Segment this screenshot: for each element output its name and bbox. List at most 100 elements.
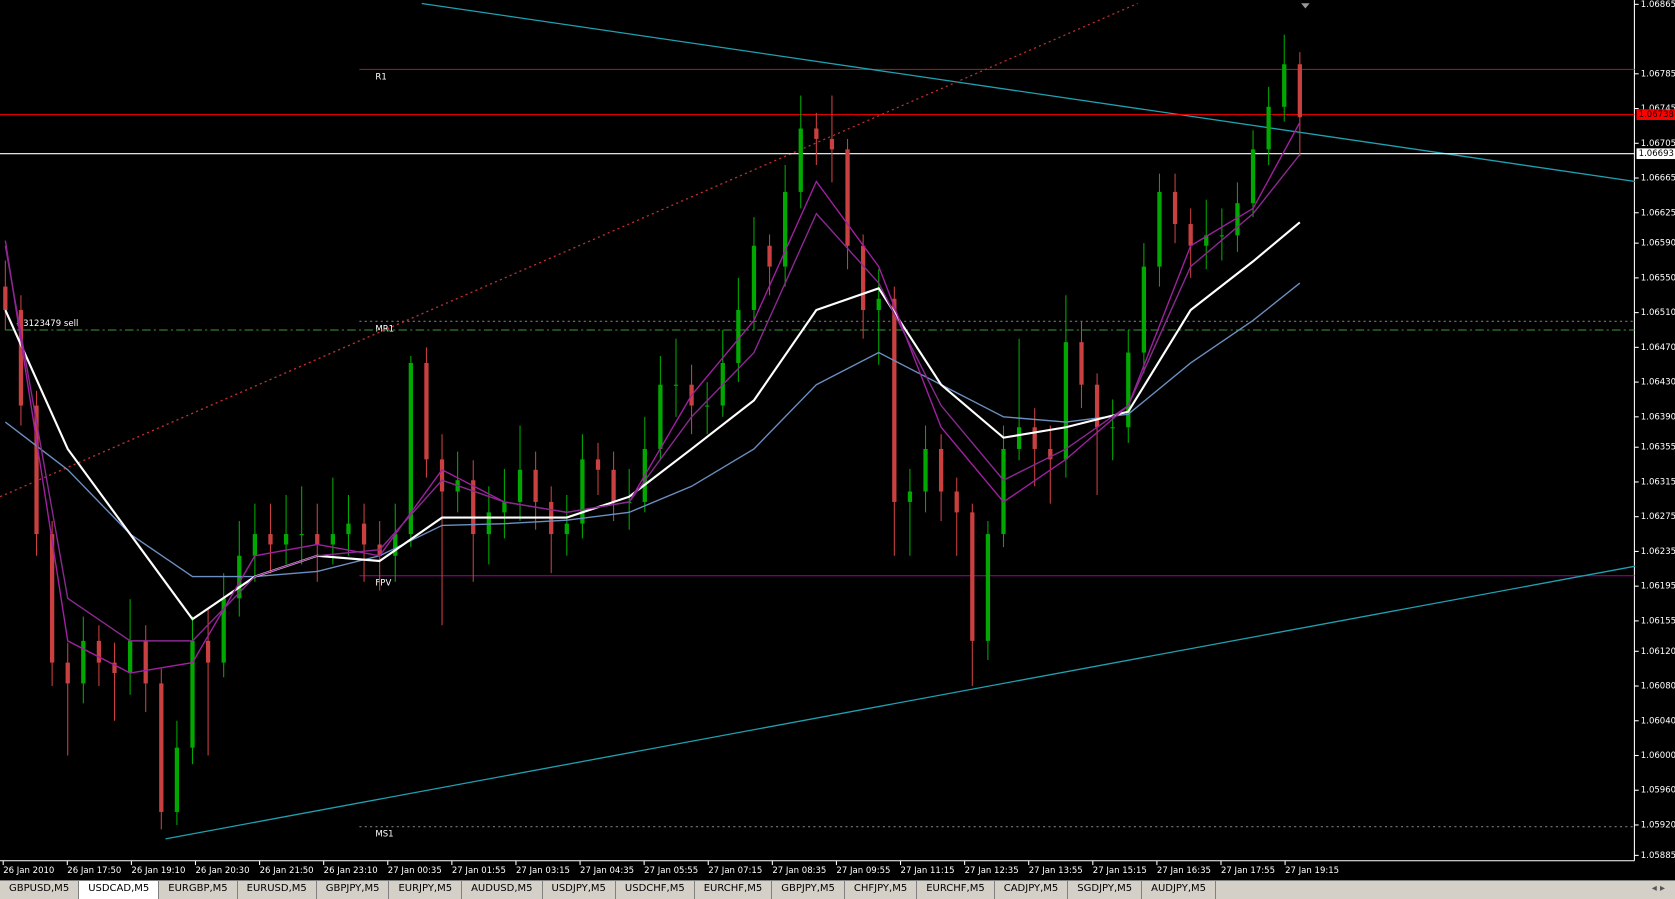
candle-body — [970, 512, 975, 641]
symbol-tab[interactable]: EURGBP,M5 — [159, 881, 238, 899]
x-tick-label: 27 Jan 15:15 — [1093, 866, 1147, 876]
x-tick-label: 26 Jan 21:50 — [260, 866, 314, 876]
x-tick-label: 27 Jan 07:15 — [708, 866, 762, 876]
symbol-tab[interactable]: GBPUSD,M5 — [0, 881, 80, 899]
level-label: FPV — [375, 579, 391, 589]
y-tick-label: 1.06235 — [1641, 547, 1675, 557]
y-tick-label: 1.06315 — [1641, 477, 1675, 487]
symbol-tab[interactable]: EURUSD,M5 — [237, 881, 317, 899]
symbol-tab[interactable]: CADJPY,M5 — [994, 881, 1069, 899]
y-tick-label: 1.06785 — [1641, 69, 1675, 79]
candle-body — [159, 683, 164, 812]
candle-body — [315, 534, 320, 545]
y-tick-label: 1.06430 — [1641, 378, 1675, 388]
y-tick-label: 1.06000 — [1641, 751, 1675, 761]
y-tick-label: 1.06040 — [1641, 716, 1675, 726]
price-box-label: 1.06693 — [1639, 149, 1674, 159]
trend-line — [165, 565, 1636, 840]
symbol-tab[interactable]: GBPJPY,M5 — [772, 881, 845, 899]
symbol-tab[interactable]: GBPJPY,M5 — [316, 881, 390, 899]
candle-body — [1282, 64, 1287, 107]
x-tick-label: 27 Jan 01:55 — [452, 866, 506, 876]
candle-body — [3, 286, 8, 311]
candle-body — [393, 534, 398, 556]
trend-line — [0, 2, 1138, 498]
candle-body — [798, 128, 803, 192]
candle-body — [892, 298, 897, 502]
candle-body — [268, 534, 273, 545]
symbol-tab[interactable]: EURCHF,M5 — [694, 881, 773, 899]
y-tick-label: 1.06390 — [1641, 412, 1675, 422]
price-box-label: 1.06738 — [1639, 110, 1674, 120]
symbol-tab[interactable]: AUDUSD,M5 — [462, 881, 543, 899]
y-tick-label: 1.06745 — [1641, 104, 1675, 114]
candle-body — [127, 640, 133, 674]
candle-body — [517, 469, 523, 502]
candle-body — [18, 310, 24, 406]
candle-body — [1219, 235, 1224, 237]
y-tick-label: 1.06550 — [1641, 273, 1675, 283]
y-tick-label: 1.06195 — [1641, 582, 1675, 592]
y-tick-label: 1.06510 — [1641, 308, 1675, 318]
candle-body — [954, 491, 959, 513]
candle-body — [96, 640, 102, 663]
symbol-tab[interactable]: EURCHF,M5 — [917, 881, 995, 899]
background — [0, 0, 1675, 880]
candle-body — [814, 128, 819, 139]
candle-body — [502, 501, 507, 513]
candle-body — [1032, 427, 1037, 449]
x-tick-label: 27 Jan 08:35 — [772, 866, 826, 876]
candle-body — [907, 491, 913, 502]
candle-body — [1016, 427, 1022, 449]
x-tick-label: 26 Jan 2010 — [3, 866, 54, 876]
candle-body — [1110, 427, 1115, 429]
candle-body — [1157, 191, 1162, 267]
symbol-tab[interactable]: CHFJPY,M5 — [844, 881, 918, 899]
y-tick-label: 1.05920 — [1641, 820, 1675, 830]
candle-body — [471, 480, 476, 535]
candle-body — [1079, 342, 1084, 385]
symbol-tab[interactable]: EURJPY,M5 — [389, 881, 463, 899]
candle-body — [658, 384, 663, 449]
candle-body — [49, 534, 55, 663]
candle-body — [938, 448, 944, 492]
candle-body — [595, 459, 601, 470]
chart: 1.06865 1.06785 1.06745 1.06705 1.06665 1.066… — [0, 0, 1675, 880]
candle-body — [283, 534, 289, 545]
candle-body — [174, 747, 180, 812]
candle-body — [1172, 191, 1178, 225]
candle-body — [1126, 352, 1131, 428]
level-label: #3123479 sell — [16, 319, 78, 329]
y-tick-label: 1.06705 — [1641, 139, 1675, 149]
y-tick-label: 1.06865 — [1641, 0, 1675, 10]
candle-body — [580, 459, 585, 524]
x-tick-label: 27 Jan 09:55 — [836, 866, 890, 876]
candle-body — [783, 191, 788, 267]
y-tick-label: 1.06470 — [1641, 343, 1675, 353]
candle-body — [845, 149, 850, 246]
x-tick-label: 27 Jan 19:15 — [1285, 866, 1339, 876]
y-tick-label: 1.06120 — [1641, 647, 1675, 657]
candle-body — [1063, 342, 1069, 460]
symbol-tab[interactable]: USDCAD,M5 — [79, 881, 160, 899]
moving-average — [4, 282, 1301, 578]
level-label: R1 — [375, 72, 386, 82]
shift-marker — [1301, 3, 1310, 9]
trend-line — [421, 2, 1636, 183]
x-tick-label: 26 Jan 17:50 — [67, 866, 121, 876]
candle-body — [1188, 224, 1193, 246]
symbol-tab[interactable]: USDCHF,M5 — [615, 881, 695, 899]
symbol-tab[interactable]: SGDJPY,M5 — [1068, 881, 1143, 899]
x-tick-label: 27 Jan 13:55 — [1029, 866, 1083, 876]
tab-arrows[interactable]: ◂ ▸ — [1651, 883, 1665, 894]
symbol-tab[interactable]: USDJPY,M5 — [542, 881, 616, 899]
symbol-tab[interactable]: AUDJPY,M5 — [1142, 881, 1217, 899]
x-tick-label: 26 Jan 23:10 — [324, 866, 378, 876]
candle-body — [985, 534, 991, 641]
candle-body — [143, 640, 148, 684]
candle-body — [767, 245, 772, 267]
candle-body — [346, 523, 351, 535]
candle-body — [1141, 266, 1147, 353]
moving-average — [4, 154, 1301, 642]
